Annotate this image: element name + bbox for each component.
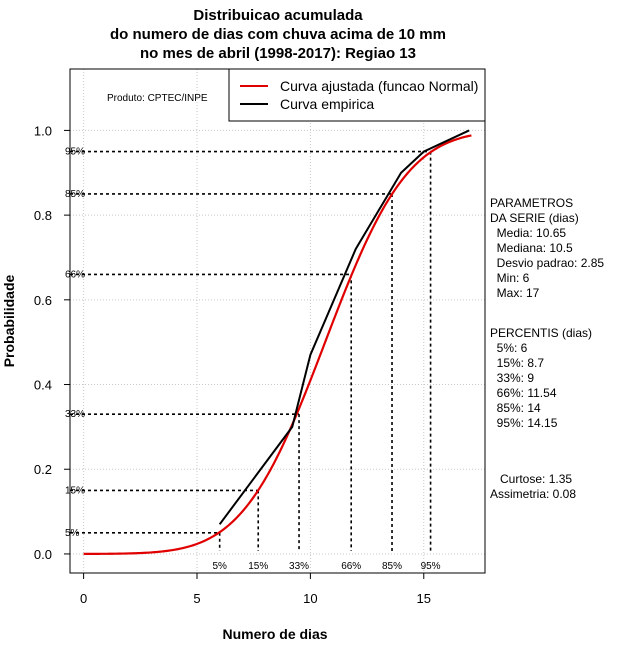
percentiles-line: 5%: 6 bbox=[490, 341, 528, 355]
fitted-normal-curve bbox=[83, 134, 472, 555]
y-tick-label: 0.6 bbox=[34, 293, 52, 308]
percentile-bottom-label: 95% bbox=[421, 561, 441, 572]
empirical-curve bbox=[218, 129, 470, 525]
percentile-left-label: 85% bbox=[65, 189, 85, 200]
percentile-left-label: 5% bbox=[65, 528, 80, 539]
x-tick-label: 5 bbox=[193, 591, 200, 606]
x-tick-label: 0 bbox=[80, 591, 87, 606]
plot-frame bbox=[69, 68, 486, 574]
series-parameters-line: Mediana: 10.5 bbox=[490, 241, 573, 255]
percentile-bottom-label: 5% bbox=[212, 561, 227, 572]
chart-title-line: Distribuicao acumulada bbox=[193, 7, 363, 24]
legend-label-empirical: Curva empirica bbox=[280, 96, 374, 112]
y-tick-label: 0.8 bbox=[34, 208, 52, 223]
legend-label-fitted: Curva ajustada (funcao Normal) bbox=[280, 78, 478, 94]
percentile-left-label: 33% bbox=[65, 409, 85, 420]
x-axis-title: Numero de dias bbox=[222, 626, 327, 642]
y-tick-label: 0.4 bbox=[34, 378, 52, 393]
percentile-bottom-label: 66% bbox=[341, 561, 361, 572]
chart-title-line: do numero de dias com chuva acima de 10 … bbox=[110, 26, 446, 43]
percentile-reference-lines: 5% 5% 15% 15% 33% 33% 66% 66% 85% 85% 95% 95% bbox=[65, 147, 441, 572]
percentiles-line: 66%: 11.54 bbox=[490, 386, 557, 400]
legend-box bbox=[228, 68, 486, 122]
series-parameters-line: Desvio padrao: 2.85 bbox=[490, 256, 604, 270]
percentile-bottom-label: 33% bbox=[289, 561, 309, 572]
percentiles-line: 15%: 8.7 bbox=[490, 356, 544, 370]
chart-title-line: no mes de abril (1998-2017): Regiao 13 bbox=[140, 45, 416, 62]
x-tick-label: 15 bbox=[417, 591, 431, 606]
y-tick-label: 0.2 bbox=[34, 462, 52, 477]
percentiles-line: 33%: 9 bbox=[490, 371, 534, 385]
x-tick-label: 10 bbox=[303, 591, 317, 606]
series bbox=[83, 129, 472, 555]
product-label: Produto: CPTEC/INPE bbox=[107, 93, 208, 104]
legend: Curva ajustada (funcao Normal) Curva emp… bbox=[228, 68, 486, 122]
percentile-bottom-label: 85% bbox=[382, 561, 402, 572]
y-tick-label: 1.0 bbox=[34, 123, 52, 138]
axes: 0 5 10 15 0.0 0.2 0.4 0.6 0.8 1.0 Numero de dias Pr… bbox=[1, 123, 431, 642]
y-axis-title: Probabilidade bbox=[1, 275, 17, 368]
percentiles-line: PERCENTIS (dias) bbox=[490, 326, 592, 340]
series-parameters-line: DA SERIE (dias) bbox=[490, 211, 579, 225]
grid bbox=[70, 69, 485, 573]
series-parameters-line: PARAMETROS bbox=[490, 196, 573, 210]
percentile-left-label: 95% bbox=[65, 147, 85, 158]
percentiles-line: 85%: 14 bbox=[490, 401, 541, 415]
percentile-bottom-label: 15% bbox=[248, 561, 268, 572]
y-tick-label: 0.0 bbox=[34, 547, 52, 562]
percentile-left-label: 66% bbox=[65, 269, 85, 280]
series-parameters-line: Max: 17 bbox=[490, 286, 540, 300]
shape-statistics-line: Assimetria: 0.08 bbox=[490, 487, 576, 501]
series-parameters-line: Media: 10.65 bbox=[490, 226, 566, 240]
percentiles-line: 95%: 14.15 bbox=[490, 416, 558, 430]
percentile-left-label: 15% bbox=[65, 485, 85, 496]
shape-statistics-line: Curtose: 1.35 bbox=[490, 472, 572, 486]
chart-title: Distribuicao acumulada do numero de dias … bbox=[110, 7, 446, 62]
series-parameters-line: Min: 6 bbox=[490, 271, 530, 285]
